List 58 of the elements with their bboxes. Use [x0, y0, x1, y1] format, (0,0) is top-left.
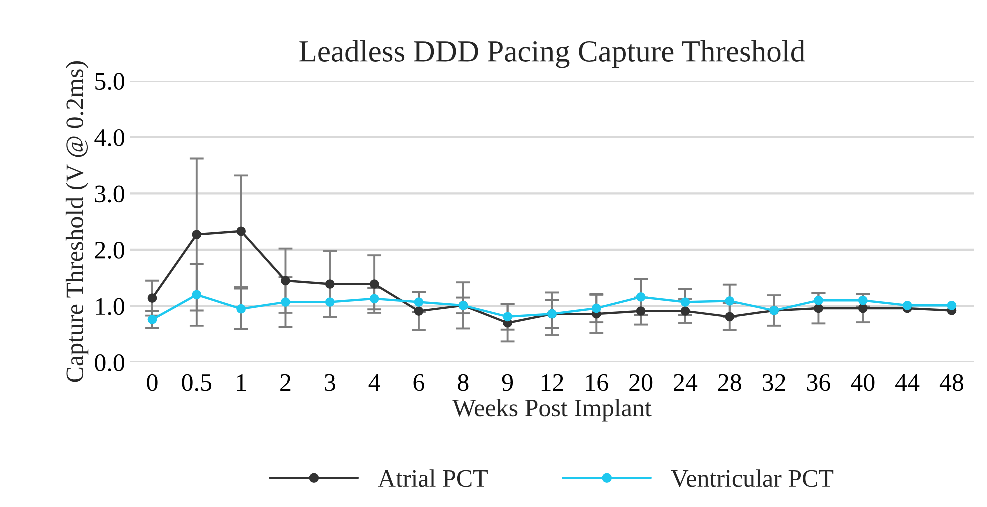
point [325, 280, 335, 289]
point [325, 298, 335, 307]
x-tick-label: 0.5 [182, 374, 212, 392]
point [281, 298, 290, 307]
x-tick-label: 16 [586, 374, 608, 392]
x-tick-label: 1 [237, 374, 246, 391]
y-tick-label: 3.0 [95, 186, 124, 203]
point [592, 304, 602, 314]
point [192, 230, 202, 240]
point [414, 306, 424, 316]
point [503, 312, 512, 322]
x-tick-label: 3 [325, 374, 336, 392]
x-tick-label: 44 [896, 374, 920, 391]
x-tick-label: 2 [280, 374, 291, 391]
x-tick-label: 4 [368, 374, 380, 391]
x-tick-label: 12 [542, 374, 564, 391]
point [902, 300, 912, 310]
x-tick-label: 9 [502, 374, 514, 392]
x-tick-label: 48 [940, 374, 964, 392]
point [148, 294, 158, 304]
x-tick-label: 8 [458, 374, 469, 392]
point [636, 292, 646, 302]
point [814, 304, 824, 314]
x-tick-label: 40 [851, 374, 875, 392]
point [680, 298, 690, 307]
x-tick-label: 6 [414, 374, 424, 392]
y-tick-label: 2.0 [95, 242, 124, 259]
point [281, 276, 290, 286]
legend-label: Ventricular PCT [671, 470, 834, 488]
x-tick-label: 32 [762, 374, 786, 392]
chart-title: Leadless DDD Pacing Capture Threshold [300, 40, 806, 68]
legend-label: Atrial PCT [378, 470, 488, 488]
point [858, 304, 868, 314]
point [858, 296, 868, 306]
point [236, 304, 246, 314]
point [236, 226, 246, 236]
y-tick-label: 4.0 [94, 129, 124, 146]
point [725, 296, 735, 306]
point [725, 312, 735, 322]
point [148, 315, 158, 324]
x-tick-label: 36 [807, 374, 830, 392]
y-tick-label: 5.0 [96, 73, 124, 90]
x-tick-label: 20 [630, 374, 653, 392]
y-axis-title: Capture Threshold (V @ 0.2ms) [66, 62, 89, 382]
point [636, 306, 646, 316]
point [370, 280, 380, 289]
y-tick-label: 1.0 [96, 298, 124, 316]
x-tick-label: 0 [147, 374, 158, 392]
point [947, 300, 957, 310]
point [192, 290, 202, 300]
x-tick-label: 24 [674, 374, 698, 391]
x-tick-label: 28 [718, 374, 742, 392]
x-axis-title: Weeks Post Implant [452, 399, 652, 422]
point [414, 298, 424, 307]
point [680, 306, 690, 316]
y-tick-label: 0.0 [95, 354, 124, 372]
point [814, 296, 824, 306]
point [370, 294, 380, 304]
